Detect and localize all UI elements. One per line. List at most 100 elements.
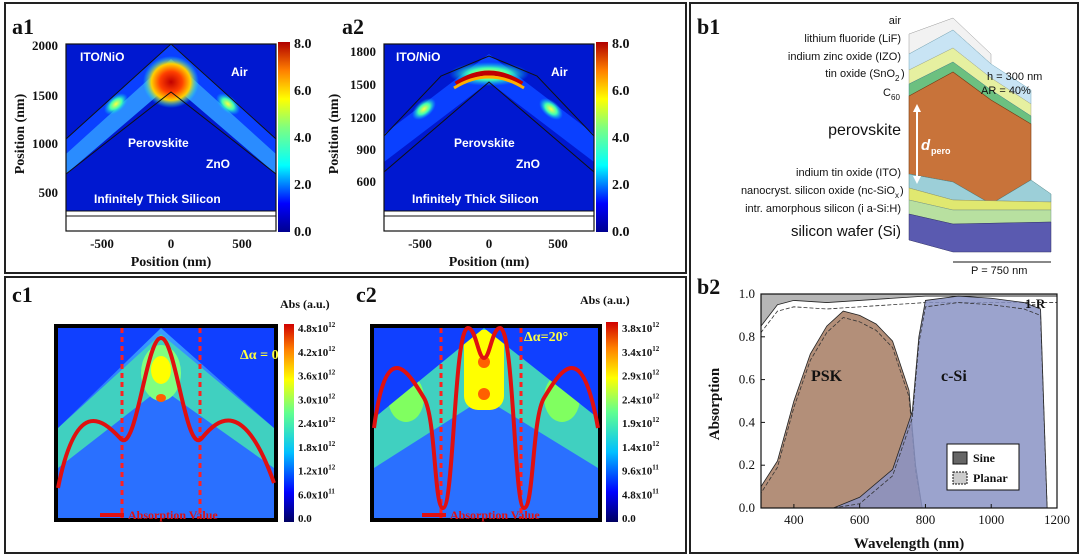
c2-cbar-tick: 2.4x1012 xyxy=(622,392,660,406)
a1-ytick: 1500 xyxy=(32,88,58,103)
b1-d-label: d xyxy=(921,137,931,154)
a1-label-zno: ZnO xyxy=(206,157,230,171)
label-c1: c1 xyxy=(12,282,33,307)
b2-legend-swatch-sine xyxy=(952,451,968,465)
a1-ytick: 1000 xyxy=(32,136,58,151)
a2-xtick: 500 xyxy=(548,236,568,251)
a2-ytick: 1800 xyxy=(350,44,376,59)
a2-ylabel: Position (nm) xyxy=(327,93,342,174)
label-b2: b2 xyxy=(697,274,720,299)
c2-cbar-tick-exp: 12 xyxy=(652,321,660,329)
panel-c: c1 Δα = 0 Absorption Value Abs (a.u.) 4.… xyxy=(4,276,687,554)
a1-label-perovskite: Perovskite xyxy=(128,136,189,150)
a2-label-zno: ZnO xyxy=(516,157,540,171)
a2-colorbar xyxy=(596,42,608,232)
b1-layer-air: air xyxy=(889,15,902,27)
c2-cbar-tick-exp: 12 xyxy=(652,345,660,353)
b2-psk-label: PSK xyxy=(811,368,843,385)
b1-layer-labels: air lithium fluoride (LiF) indium zinc o… xyxy=(741,15,905,240)
c2-cbar-tick-exp: 12 xyxy=(652,392,660,400)
panel-b: b1 d pero h = 300 nm AR = 40% P = 750 nm… xyxy=(689,2,1079,554)
b2-csi-label: c-Si xyxy=(941,368,967,385)
b2-xtick: 800 xyxy=(916,512,936,527)
b2-legend-sine: Sine xyxy=(973,451,996,465)
c1-colorbar xyxy=(284,324,294,522)
a2-cbar-tick: 0.0 xyxy=(612,225,630,240)
b1-layer-ito: indium tin oxide (ITO) xyxy=(796,167,901,179)
c2-cbar-tick: 9.6x1011 xyxy=(622,464,659,478)
b2-ytick: 0.2 xyxy=(739,457,755,472)
c1-cbar-tick-exp: 11 xyxy=(328,487,335,495)
b1-h-label: h = 300 nm xyxy=(987,71,1042,83)
b2-xtick: 600 xyxy=(850,512,870,527)
a1-ytick: 500 xyxy=(39,185,59,200)
a2-xtick: -500 xyxy=(408,236,432,251)
a1-cbar-tick: 0.0 xyxy=(294,225,312,240)
b2-frame xyxy=(760,293,1058,509)
b2-planar-csi xyxy=(833,302,1048,509)
a1-colorbar xyxy=(278,42,290,232)
b2-ytick: 0.0 xyxy=(739,500,755,515)
b1-layer-lif: lithium fluoride (LiF) xyxy=(804,33,901,45)
c1-cbar-tick-exp: 12 xyxy=(328,345,336,353)
b2-xtick: 1200 xyxy=(1044,512,1070,527)
c1-cbar-tick: 4.8x1012 xyxy=(298,321,336,335)
a1-xtick: -500 xyxy=(90,236,114,251)
a1-ylabel: Position (nm) xyxy=(13,93,28,174)
a2-ytick: 1500 xyxy=(350,77,376,92)
b2-ytick: 0.6 xyxy=(739,372,756,387)
c1-cbar-tick-exp: 12 xyxy=(328,416,336,424)
c1-cbar-tick: 3.0x1012 xyxy=(298,392,336,406)
b1-layer-si: silicon wafer (Si) xyxy=(791,223,901,240)
b1-ar-label: AR = 40% xyxy=(981,85,1031,97)
b2-r-label: 1-R xyxy=(1025,296,1046,311)
c2-cbar-tick: 2.9x1012 xyxy=(622,369,660,383)
panel-a: a1 ITO/NiO Air Perovskite ZnO Infinitely… xyxy=(4,2,687,274)
c1-cbar-tick: 0.0 xyxy=(298,513,312,525)
a2-ytick: 1200 xyxy=(350,110,376,125)
b2-ytick: 0.4 xyxy=(739,414,756,429)
a1-label-silicon: Infinitely Thick Silicon xyxy=(94,192,221,206)
a1-cbar-tick: 4.0 xyxy=(294,131,312,146)
b2-xlabel: Wavelength (nm) xyxy=(854,536,964,552)
b1-layer-ncsio: nanocryst. silicon oxide (nc-SiO xyxy=(741,185,896,197)
b2-xtick: 400 xyxy=(784,512,804,527)
panel-c-figure: c1 Δα = 0 Absorption Value Abs (a.u.) 4.… xyxy=(12,282,660,525)
b1-layer-izo: indium zinc oxide (IZO) xyxy=(788,51,901,63)
a1-cbar-tick: 2.0 xyxy=(294,178,312,193)
a2-cbar-tick: 6.0 xyxy=(612,84,630,99)
c1-cbar-tick-exp: 12 xyxy=(328,321,336,329)
a1-xtick: 500 xyxy=(232,236,252,251)
b2-ylabel: Absorption xyxy=(707,367,723,440)
c1-delta: Δα = 0 xyxy=(240,348,279,363)
c1-cbar-tick-exp: 12 xyxy=(328,369,336,377)
b2-legend-swatch-planar xyxy=(952,471,968,485)
a1-xlabel: Position (nm) xyxy=(131,255,212,270)
b2-area-1r xyxy=(760,293,1058,328)
c2-cbar-tick-exp: 11 xyxy=(652,464,659,472)
plot-b1: b1 d pero h = 300 nm AR = 40% P = 750 nm xyxy=(697,14,1052,277)
a1-label-itonio: ITO/NiO xyxy=(80,50,124,64)
c1-cbar-tick-exp: 12 xyxy=(328,440,336,448)
plot-c1: c1 Δα = 0 Absorption Value Abs (a.u.) xyxy=(12,282,330,522)
b2-chart: 400 600 800 1000 1200 0.0 0.2 0.4 0.6 0.8 1.0 xyxy=(739,286,1070,527)
a1-cbar-tick: 6.0 xyxy=(294,84,312,99)
c1-cbar-tick: 2.4x1012 xyxy=(298,416,336,430)
b1-sno2-sub: 2 xyxy=(895,74,900,83)
b1-layer-c60: C xyxy=(883,87,891,99)
c2-cbar-tick-exp: 12 xyxy=(652,369,660,377)
b2-ytick: 1.0 xyxy=(739,286,755,301)
a2-label-silicon: Infinitely Thick Silicon xyxy=(412,192,539,206)
c2-cbar-tick: 3.8x1012 xyxy=(622,321,660,335)
a1-xtick: 0 xyxy=(168,236,175,251)
label-a1: a1 xyxy=(12,14,34,39)
b1-ncsio-sub: x xyxy=(895,191,899,200)
c2-cbar-tick: 3.4x1012 xyxy=(622,345,660,359)
a2-ytick: 600 xyxy=(357,174,377,189)
a2-cbar-tick: 4.0 xyxy=(612,131,630,146)
a2-label-perovskite: Perovskite xyxy=(454,136,515,150)
c1-cbar-tick: 6.0x1011 xyxy=(298,487,335,501)
plot-b2: b2 400 600 800 1000 1200 0.0 0.2 0.4 0.6 0.8 1.0 P… xyxy=(697,274,1070,552)
c2-delta: Δα=20° xyxy=(524,330,568,345)
b2-legend-planar: Planar xyxy=(973,471,1008,485)
